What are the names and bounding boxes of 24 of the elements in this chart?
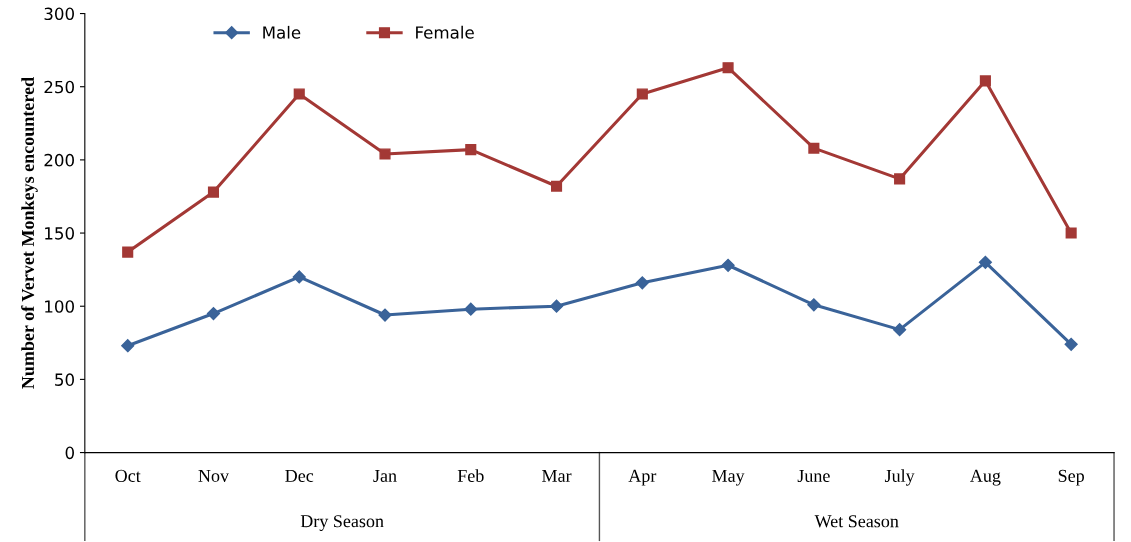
text: Wet Season: [814, 515, 899, 528]
y-tick-label: 300: [44, 7, 74, 21]
x-tick-label: Aug: [970, 469, 1001, 486]
x-tick-label: Feb: [457, 469, 484, 482]
x-tick-label: Jan: [373, 469, 397, 482]
x-tick-label: Mar: [542, 469, 572, 482]
x-tick-label: June: [797, 469, 830, 482]
y-tick-label: 200: [44, 153, 74, 167]
y-axis-title: Number of Vervet Monkeys encountered: [21, 77, 38, 389]
legend-label: Female: [416, 25, 474, 39]
x-tick-label: Apr: [628, 469, 657, 486]
x-tick-label: May: [712, 469, 745, 486]
x-tick-label: Dec: [285, 469, 314, 482]
x-tick-label: Oct: [115, 469, 141, 482]
text: Dry Season: [300, 515, 384, 531]
x-tick-label: July: [884, 469, 915, 486]
legend-label: Male: [263, 25, 301, 39]
y-tick-label: 150: [45, 227, 74, 240]
y-tick-label: 50: [55, 373, 74, 386]
x-tick-label: Sep: [1058, 469, 1084, 486]
x-tick-label: Nov: [198, 469, 230, 482]
y-tick-label: 0: [65, 446, 74, 460]
y-tick-label: 100: [45, 300, 74, 313]
y-tick-label: 250: [44, 80, 74, 94]
